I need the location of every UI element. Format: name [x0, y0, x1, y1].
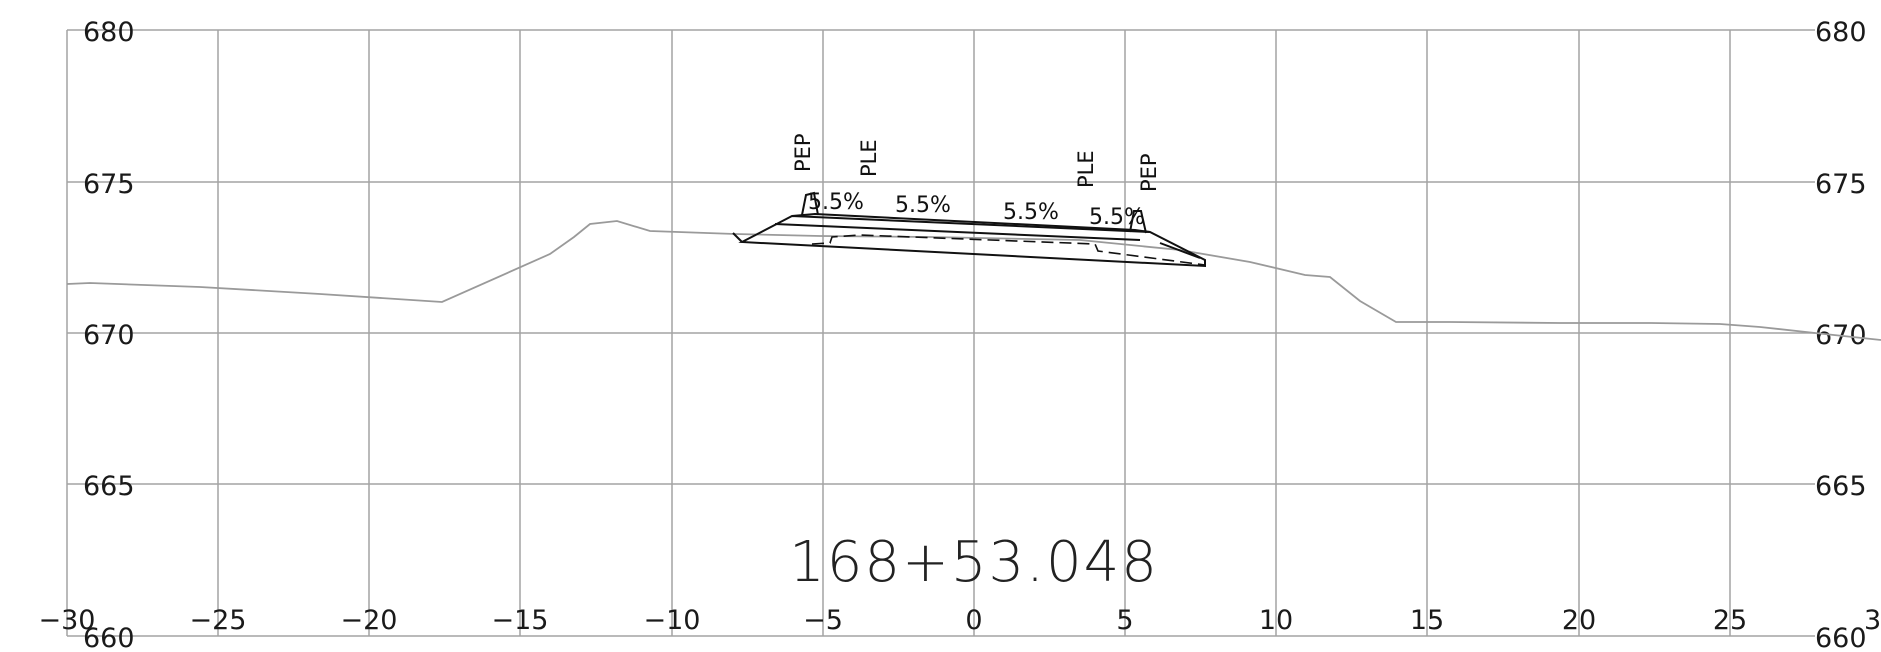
left-label-670: 670	[83, 320, 135, 351]
base-course-line	[1159, 242, 1201, 259]
left-label-675: 675	[83, 169, 135, 200]
offset-label-10: 10	[1259, 605, 1293, 636]
point-label-pep-right: PEP	[1137, 153, 1161, 192]
offset-label-minus10: −10	[644, 605, 701, 636]
point-label-pep-left: PEP	[791, 133, 815, 172]
offset-label-minus25: −25	[190, 605, 247, 636]
left-label-660: 660	[83, 623, 135, 652]
left-axis-labels: 680 675 670 665 660	[83, 17, 135, 652]
point-label-ple-right: PLE	[1074, 150, 1098, 188]
right-label-665: 665	[1815, 471, 1867, 502]
offset-label-5: 5	[1116, 605, 1133, 636]
right-label-675: 675	[1815, 169, 1867, 200]
station-label: 168+53.048	[789, 530, 1159, 595]
subgrade-outline	[738, 214, 1206, 268]
right-curb	[1129, 210, 1147, 234]
left-label-665: 665	[83, 471, 135, 502]
offset-label-20: 20	[1562, 605, 1596, 636]
offset-label-minus30: −30	[39, 605, 96, 636]
left-curb	[801, 191, 819, 216]
point-labels: PEP PLE PLE PEP	[791, 133, 1161, 192]
offset-label-30: 3	[1864, 605, 1881, 636]
point-label-ple-left: PLE	[857, 139, 881, 177]
slope-label-4: 5.5%	[1089, 205, 1145, 230]
offset-label-minus5: −5	[803, 605, 843, 636]
left-daylight-tick	[732, 232, 743, 243]
offset-label-15: 15	[1410, 605, 1444, 636]
slope-label-2: 5.5%	[895, 193, 951, 218]
proposed-road-section	[732, 191, 1206, 268]
dashed-layer-line	[811, 234, 1206, 266]
existing-ground-line	[66, 220, 1881, 341]
left-label-680: 680	[83, 17, 135, 48]
slope-label-3: 5.5%	[1003, 200, 1059, 225]
right-axis-labels: 680 675 670 665 660	[1815, 17, 1867, 652]
offset-label-minus15: −15	[492, 605, 549, 636]
offset-label-minus20: −20	[341, 605, 398, 636]
grid	[66, 29, 1815, 637]
right-label-660: 660	[1815, 623, 1867, 652]
offset-label-0: 0	[965, 605, 982, 636]
slope-labels: 5.5% 5.5% 5.5% 5.5%	[808, 190, 1145, 230]
pavement-bottom-line	[774, 223, 1141, 241]
slope-label-1: 5.5%	[808, 190, 864, 215]
finished-surface	[791, 212, 1151, 233]
right-label-680: 680	[1815, 17, 1867, 48]
offset-label-25: 25	[1713, 605, 1747, 636]
offset-axis-labels: −30 −25 −20 −15 −10 −5 0 5 10 15 20 25 3	[39, 605, 1881, 636]
